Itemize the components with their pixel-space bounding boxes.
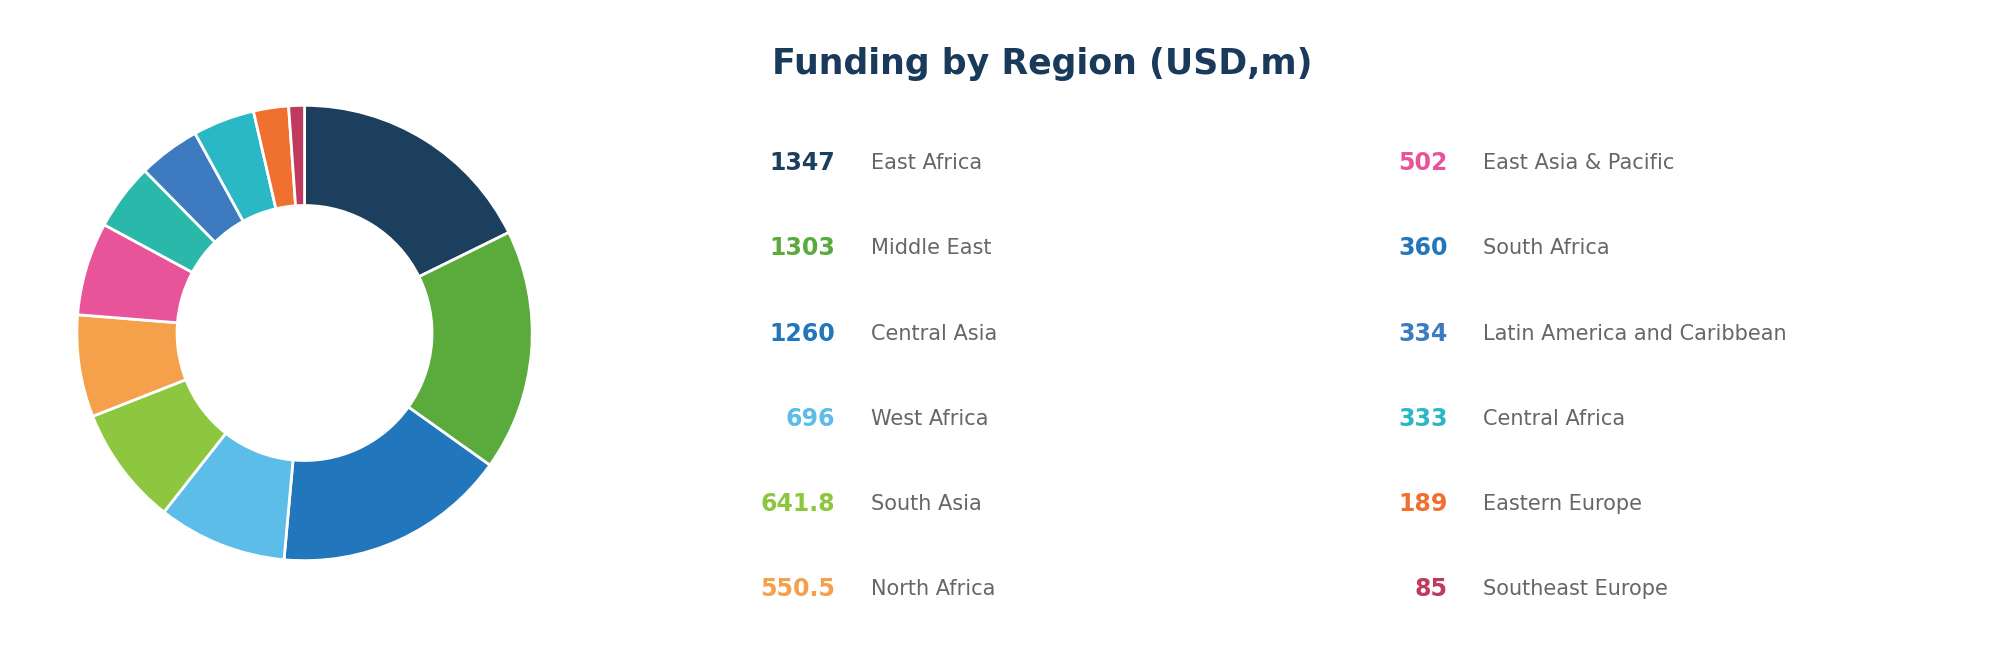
Text: South Asia: South Asia xyxy=(871,494,981,514)
Wedge shape xyxy=(196,111,276,221)
Text: Southeast Europe: Southeast Europe xyxy=(1484,579,1667,599)
Text: 1303: 1303 xyxy=(769,236,835,260)
Text: Central Africa: Central Africa xyxy=(1484,409,1626,429)
Text: 550.5: 550.5 xyxy=(761,577,835,601)
Wedge shape xyxy=(146,133,244,242)
Text: Latin America and Caribbean: Latin America and Caribbean xyxy=(1484,324,1787,344)
Text: 334: 334 xyxy=(1398,322,1448,346)
Text: Funding by Region (USD,m): Funding by Region (USD,m) xyxy=(773,47,1312,81)
Text: 696: 696 xyxy=(787,407,835,431)
Wedge shape xyxy=(304,105,509,276)
Text: Central Asia: Central Asia xyxy=(871,324,997,344)
Text: South Africa: South Africa xyxy=(1484,238,1610,258)
Wedge shape xyxy=(92,380,226,512)
Wedge shape xyxy=(288,105,306,206)
Wedge shape xyxy=(78,225,192,323)
Wedge shape xyxy=(104,170,216,272)
Wedge shape xyxy=(407,232,531,466)
Wedge shape xyxy=(76,315,186,416)
Text: 1260: 1260 xyxy=(769,322,835,346)
Text: 360: 360 xyxy=(1398,236,1448,260)
Text: East Africa: East Africa xyxy=(871,153,983,173)
Text: 1347: 1347 xyxy=(769,151,835,175)
Text: 333: 333 xyxy=(1398,407,1448,431)
Text: North Africa: North Africa xyxy=(871,579,995,599)
Wedge shape xyxy=(164,434,294,559)
Text: 641.8: 641.8 xyxy=(761,492,835,516)
Text: Middle East: Middle East xyxy=(871,238,991,258)
Text: West Africa: West Africa xyxy=(871,409,989,429)
Text: 85: 85 xyxy=(1416,577,1448,601)
Wedge shape xyxy=(254,106,296,208)
Text: Eastern Europe: Eastern Europe xyxy=(1484,494,1642,514)
Text: 189: 189 xyxy=(1398,492,1448,516)
Wedge shape xyxy=(284,407,489,561)
Text: 502: 502 xyxy=(1398,151,1448,175)
Text: East Asia & Pacific: East Asia & Pacific xyxy=(1484,153,1675,173)
